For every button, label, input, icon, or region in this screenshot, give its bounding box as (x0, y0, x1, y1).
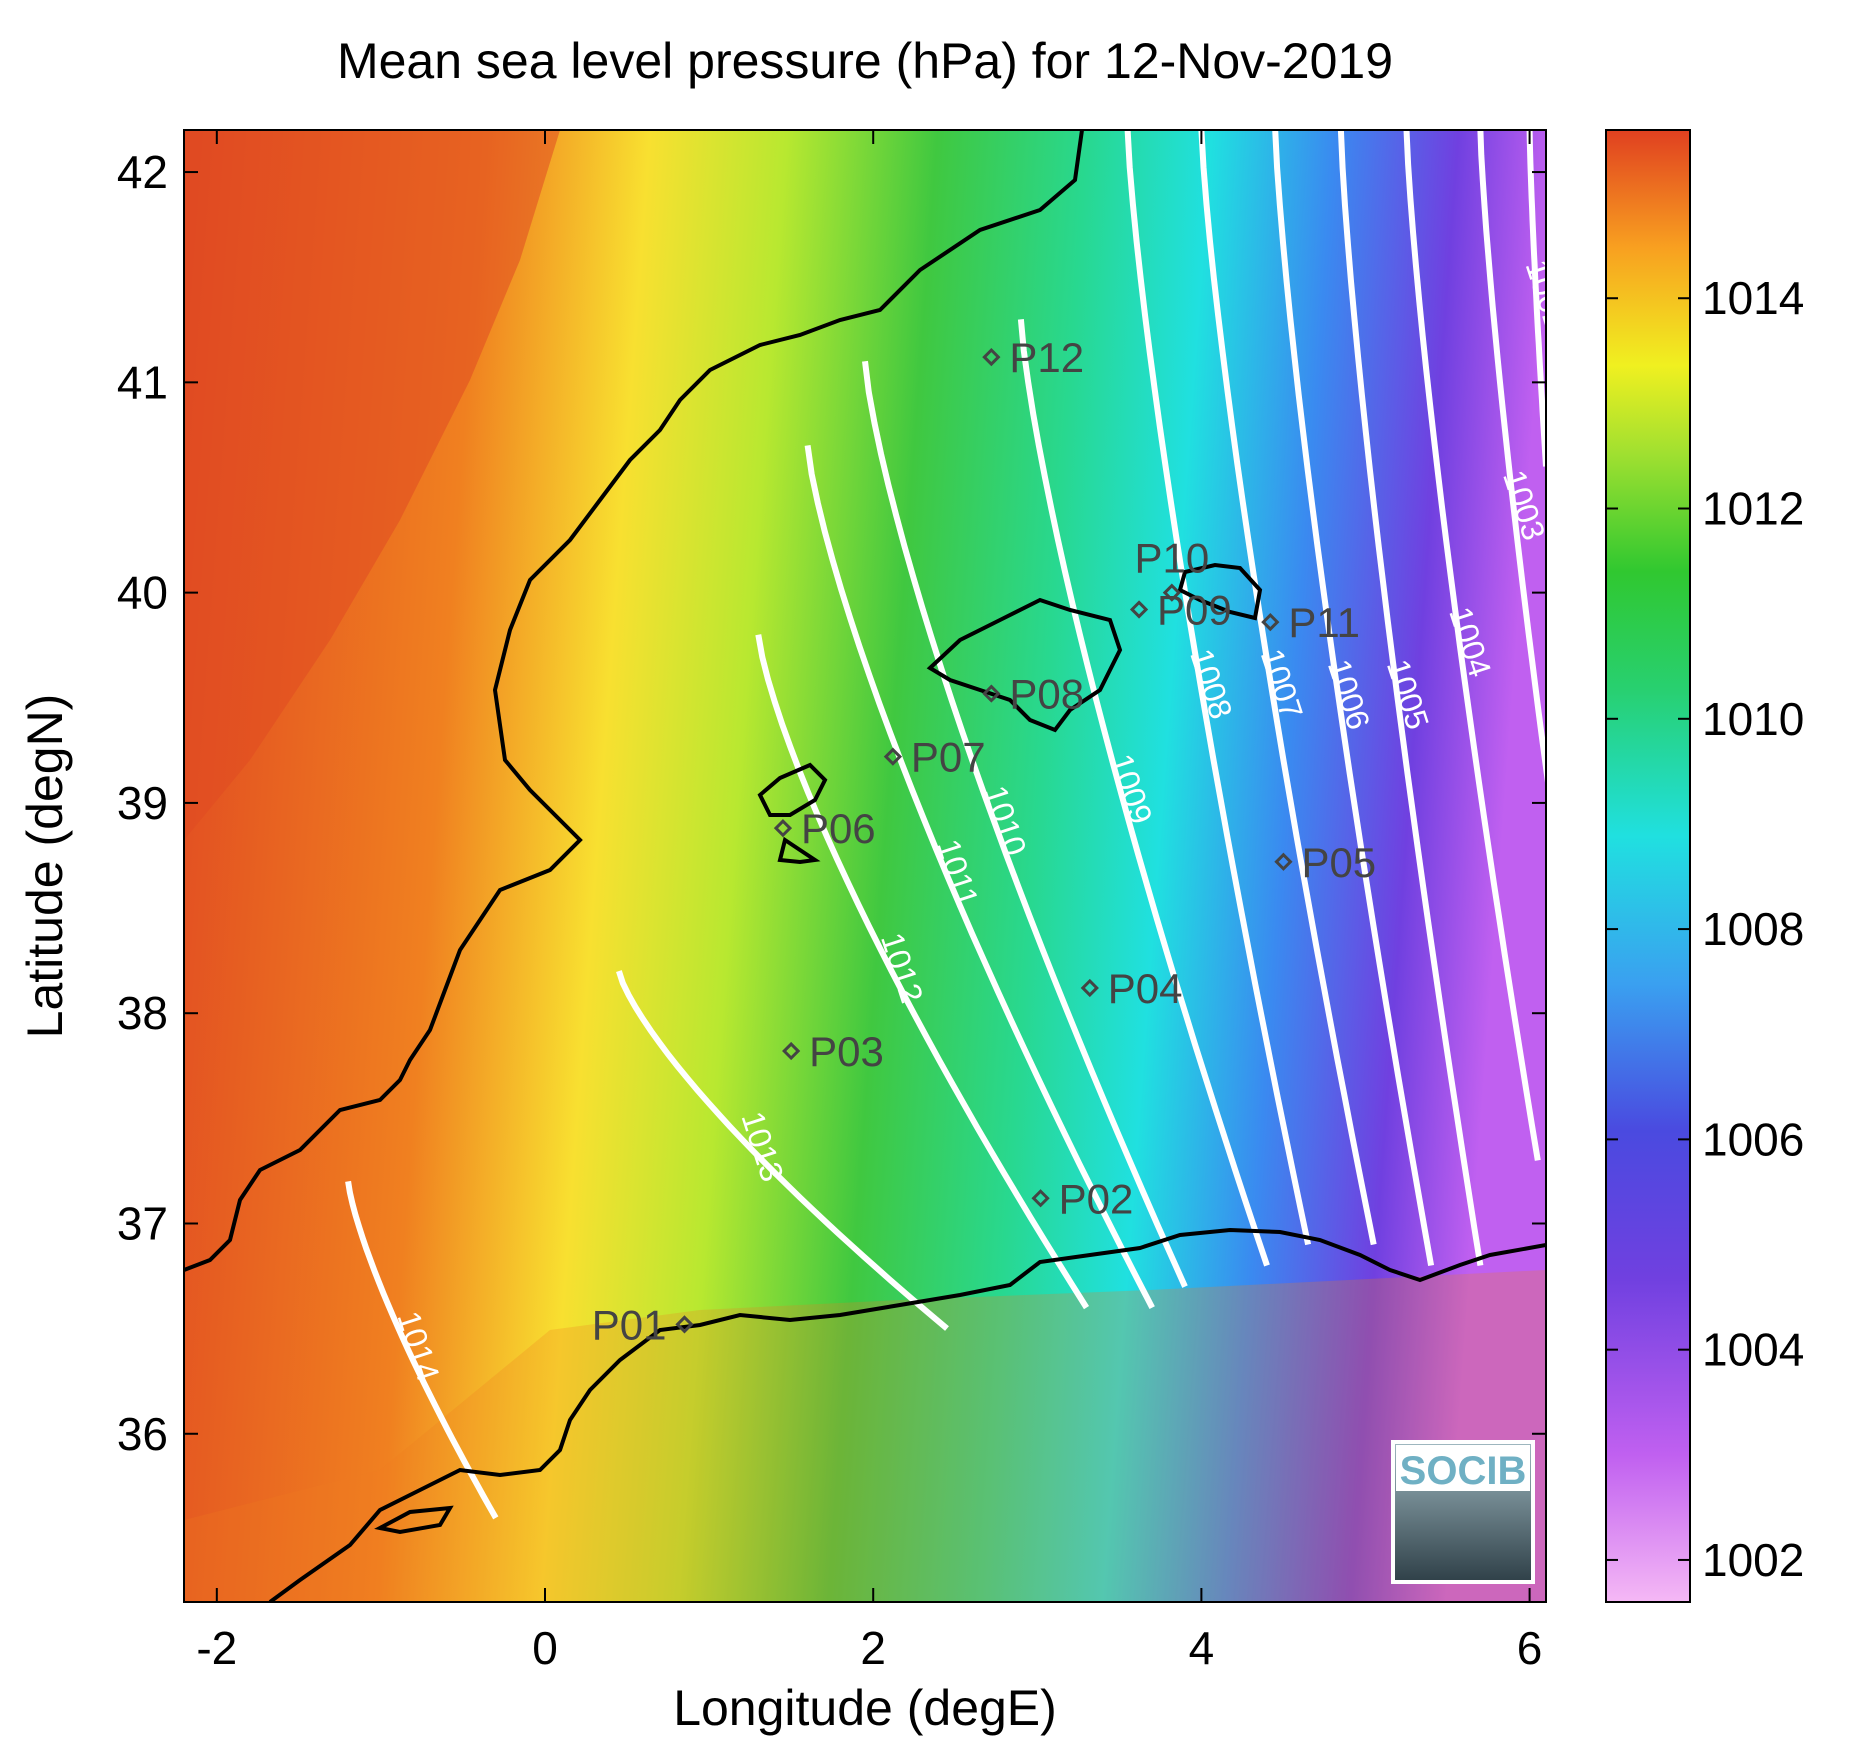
menorca-island (1177, 562, 1263, 621)
station-marker (675, 1315, 694, 1334)
station-label: P01 (592, 1301, 667, 1348)
chart-title: Mean sea level pressure (hPa) for 12-Nov… (337, 33, 1393, 89)
colorbar-ticks: 1014 1012 1010 1008 1006 1004 1002 (1606, 272, 1804, 1586)
iberia-coastline (184, 130, 1084, 1272)
isobar-line (862, 360, 1188, 1288)
colorbar-tick-label: 1012 (1702, 483, 1804, 535)
y-tick-label: 36 (117, 1408, 168, 1460)
station-marker (1162, 583, 1181, 602)
y-tick-label: 37 (117, 1197, 168, 1249)
x-axis-label: Longitude (degE) (673, 1680, 1057, 1736)
isobar-contours: 1002100310041005100610071008100910101011… (345, 130, 1546, 1520)
colorbar-tick-label: 1008 (1702, 903, 1804, 955)
isobar-line (1198, 130, 1377, 1246)
station-label: P02 (1059, 1175, 1134, 1222)
socib-logo: SOCIB (1391, 1440, 1535, 1584)
station-label: P07 (911, 734, 986, 781)
station-label: P09 (1157, 586, 1232, 633)
colorbar-tick-label: 1010 (1702, 693, 1804, 745)
station-marker (1129, 600, 1149, 619)
station-label: P04 (1108, 965, 1183, 1012)
x-tick-label: 6 (1517, 1622, 1543, 1674)
x-tick-label: -2 (196, 1622, 237, 1674)
mallorca-island (926, 597, 1123, 733)
land-high-pressure-region (184, 130, 560, 840)
isobar-line (804, 444, 1155, 1309)
station-label: P06 (801, 805, 876, 852)
isobar-line (1124, 130, 1312, 1246)
colorbar-tick-label: 1014 (1702, 272, 1804, 324)
ibiza-island (757, 762, 828, 817)
isobar-line (345, 1180, 499, 1520)
coastlines (184, 130, 1546, 1602)
africa-coastline (268, 1227, 1546, 1602)
station-marker (773, 819, 793, 838)
isobar-line (1017, 319, 1270, 1267)
map-plot-area: 1002100310041005100610071008100910101011… (184, 130, 1546, 1602)
formentera-island (777, 836, 821, 865)
colorbar-tick-label: 1004 (1702, 1324, 1804, 1376)
y-tick-label: 39 (117, 777, 168, 829)
socib-logo-text: SOCIB (1400, 1449, 1527, 1493)
colorbar-tick-label: 1006 (1702, 1113, 1804, 1165)
station-marker (883, 747, 903, 766)
station-marker (1274, 852, 1293, 871)
station-label: P08 (1009, 671, 1084, 718)
north-africa-land (184, 1270, 1546, 1602)
station-label: P11 (1288, 599, 1360, 646)
isobar-line (755, 634, 1090, 1310)
x-tick-label: 2 (860, 1622, 886, 1674)
colorbar-tick-label: 1002 (1702, 1534, 1804, 1586)
x-tick-label: 4 (1189, 1622, 1215, 1674)
station-label: P12 (1009, 334, 1084, 381)
station-label: P10 (1134, 535, 1209, 582)
isobar-line (1337, 130, 1484, 1266)
y-tick-label: 41 (117, 356, 168, 408)
station-marker (1261, 612, 1280, 632)
y-tick-label: 42 (117, 146, 168, 198)
x-axis-ticks: -2 0 2 4 6 (196, 130, 1542, 1674)
y-tick-label: 38 (117, 987, 168, 1039)
y-tick-label: 40 (117, 567, 168, 619)
station-label: P05 (1301, 839, 1376, 886)
station-label: P03 (809, 1028, 884, 1075)
station-marker (982, 347, 1001, 367)
x-tick-label: 0 (532, 1622, 558, 1674)
isobar-line (1403, 130, 1541, 1161)
isobar-line (1526, 130, 1546, 467)
alboran-island (374, 1505, 454, 1535)
station-marker (982, 684, 1001, 703)
station-marker (1080, 978, 1099, 998)
station-marker (1031, 1189, 1050, 1208)
colorbar: 1014 1012 1010 1008 1006 1004 1002 (1605, 129, 1804, 1603)
y-axis-label: Latitude (degN) (17, 694, 73, 1039)
y-axis-ticks: 42 41 40 39 38 37 36 (117, 146, 1546, 1460)
colorbar-gradient (1605, 129, 1691, 1603)
isobar-line (616, 970, 949, 1331)
plot-frame (183, 129, 1547, 1603)
station-marker (782, 1041, 801, 1061)
isobar-line (1272, 130, 1435, 1267)
